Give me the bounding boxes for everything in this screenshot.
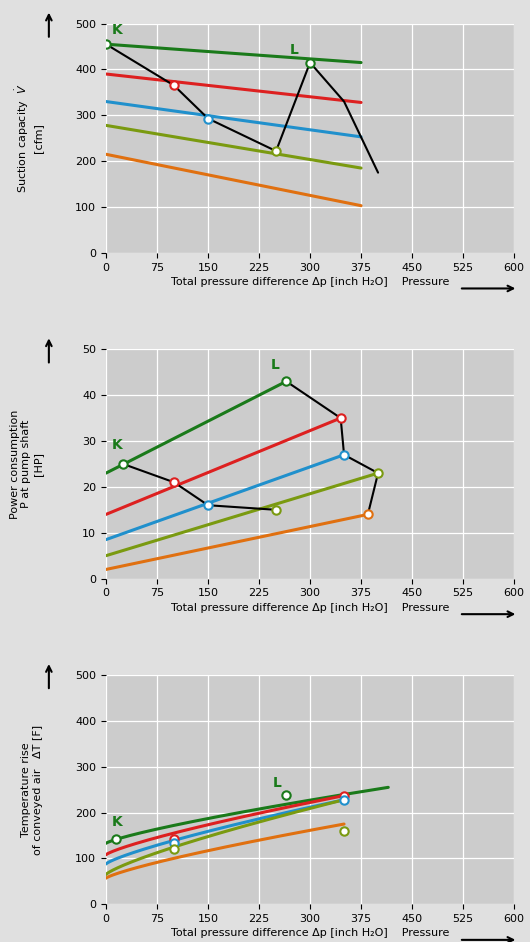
Text: L: L xyxy=(271,358,279,372)
X-axis label: Total pressure difference Δp [inch H₂O]    Pressure: Total pressure difference Δp [inch H₂O] … xyxy=(171,277,449,286)
Text: K: K xyxy=(111,438,122,452)
Text: L: L xyxy=(272,775,281,789)
Y-axis label: Suction capacity  $\dot{V}$
[cfm]: Suction capacity $\dot{V}$ [cfm] xyxy=(14,84,43,193)
Y-axis label: Power consumption
P at pump shaft
[HP]: Power consumption P at pump shaft [HP] xyxy=(10,409,43,519)
Y-axis label: Temperature rise
of conveyed air   ΔT [F]: Temperature rise of conveyed air ΔT [F] xyxy=(21,724,43,854)
Text: L: L xyxy=(289,42,298,57)
X-axis label: Total pressure difference Δp [inch H₂O]    Pressure: Total pressure difference Δp [inch H₂O] … xyxy=(171,603,449,612)
Text: K: K xyxy=(111,815,122,829)
Text: K: K xyxy=(111,24,122,38)
X-axis label: Total pressure difference Δp [inch H₂O]    Pressure: Total pressure difference Δp [inch H₂O] … xyxy=(171,928,449,938)
